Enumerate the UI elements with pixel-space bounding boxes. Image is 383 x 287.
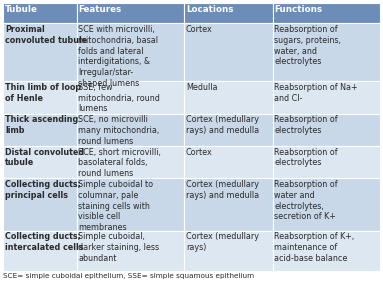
Bar: [77, 114, 184, 146]
Bar: [184, 114, 273, 146]
Bar: [273, 81, 380, 114]
Text: Reabsorption of
sugars, proteins,
water, and
electrolytes: Reabsorption of sugars, proteins, water,…: [275, 25, 341, 66]
Bar: [273, 23, 380, 81]
Text: Reabsorption of
electrolytes: Reabsorption of electrolytes: [275, 148, 338, 167]
Bar: [184, 178, 273, 230]
Text: SCE, no microvilli
many mitochondria,
round lumens: SCE, no microvilli many mitochondria, ro…: [79, 115, 160, 146]
Bar: [77, 178, 184, 230]
Text: Cortex: Cortex: [186, 25, 213, 34]
Text: Distal convoluted
tubule: Distal convoluted tubule: [5, 148, 84, 167]
Bar: [77, 3, 184, 23]
Text: Tubule: Tubule: [5, 5, 38, 13]
Bar: [273, 3, 380, 23]
Text: Cortex (medullary
rays) and medulla: Cortex (medullary rays) and medulla: [186, 180, 259, 200]
Bar: [184, 81, 273, 114]
Text: SCE= simple cuboidal epithelium, SSE= simple squamous epithelium: SCE= simple cuboidal epithelium, SSE= si…: [3, 273, 254, 279]
Bar: [273, 178, 380, 230]
Bar: [273, 114, 380, 146]
Bar: [77, 23, 184, 81]
Text: Cortex (medullary
rays) and medulla: Cortex (medullary rays) and medulla: [186, 115, 259, 135]
Text: Cortex: Cortex: [186, 148, 213, 157]
Text: Reabsorption of K+,
maintenance of
acid-base balance: Reabsorption of K+, maintenance of acid-…: [275, 232, 355, 263]
Text: SSE, few
mitochondria, round
lumens: SSE, few mitochondria, round lumens: [79, 83, 160, 113]
Text: Cortex (medullary
rays): Cortex (medullary rays): [186, 232, 259, 252]
Bar: [3, 146, 77, 178]
Bar: [3, 81, 77, 114]
Text: SCE, short microvilli,
basolateral folds,
round lumens: SCE, short microvilli, basolateral folds…: [79, 148, 161, 178]
Text: Collecting ducts;
intercalated cells: Collecting ducts; intercalated cells: [5, 232, 83, 252]
Bar: [3, 230, 77, 271]
Bar: [184, 23, 273, 81]
Text: Thick ascending
limb: Thick ascending limb: [5, 115, 78, 135]
Text: Functions: Functions: [275, 5, 322, 13]
Bar: [77, 81, 184, 114]
Text: Reabsorption of
electrolytes: Reabsorption of electrolytes: [275, 115, 338, 135]
Text: Collecting ducts;
principal cells: Collecting ducts; principal cells: [5, 180, 81, 200]
Text: Reabsorption of
water and
electrolytes,
secretion of K+: Reabsorption of water and electrolytes, …: [275, 180, 338, 221]
Text: Proximal
convoluted tubule: Proximal convoluted tubule: [5, 25, 87, 45]
Text: Reabsorption of Na+
and Cl-: Reabsorption of Na+ and Cl-: [275, 83, 358, 103]
Bar: [184, 3, 273, 23]
Text: Locations: Locations: [186, 5, 233, 13]
Bar: [273, 146, 380, 178]
Text: Simple cuboidal to
columnar, pale
staining cells with
visible cell
membranes: Simple cuboidal to columnar, pale staini…: [79, 180, 154, 232]
Text: Medulla: Medulla: [186, 83, 218, 92]
Bar: [3, 178, 77, 230]
Bar: [3, 3, 77, 23]
Bar: [184, 230, 273, 271]
Bar: [3, 114, 77, 146]
Text: Features: Features: [79, 5, 122, 13]
Text: SCE with microvilli,
mitochondria, basal
folds and lateral
interdigitations, &
I: SCE with microvilli, mitochondria, basal…: [79, 25, 159, 88]
Text: Thin limb of loop
of Henle: Thin limb of loop of Henle: [5, 83, 81, 103]
Bar: [77, 230, 184, 271]
Bar: [77, 146, 184, 178]
Text: Simple cuboidal,
darker staining, less
abundant: Simple cuboidal, darker staining, less a…: [79, 232, 160, 263]
Bar: [273, 230, 380, 271]
Bar: [184, 146, 273, 178]
Bar: [3, 23, 77, 81]
